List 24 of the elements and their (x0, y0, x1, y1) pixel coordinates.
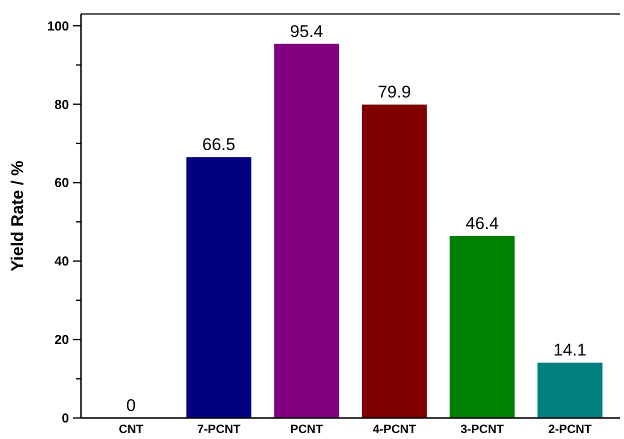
data-label: 14.1 (553, 340, 587, 360)
x-tick-label: 2-PCNT (548, 422, 592, 436)
bar (450, 236, 515, 418)
bar (362, 104, 427, 418)
data-label: 79.9 (378, 82, 411, 102)
y-axis-title: Yield Rate / % (8, 160, 27, 272)
data-label: 66.5 (202, 135, 236, 154)
y-tick-label: 0 (62, 410, 69, 426)
y-tick-label: 60 (54, 175, 69, 190)
bar (274, 44, 340, 418)
x-tick-label: 7-PCNT (197, 422, 242, 436)
data-label: 46.4 (466, 214, 499, 234)
y-tick-label: 20 (54, 332, 69, 348)
y-tick-label: 100 (47, 18, 69, 34)
bar (186, 157, 252, 418)
data-label: 95.4 (290, 22, 324, 41)
x-tick-label: PCNT (290, 422, 324, 436)
x-tick-label: 3-PCNT (460, 422, 505, 436)
y-tick-label: 80 (54, 96, 69, 112)
data-label: 0 (126, 396, 136, 415)
x-tick-label: CNT (118, 422, 144, 436)
y-tick-label: 40 (54, 254, 69, 269)
x-tick-label: 4-PCNT (372, 422, 417, 436)
bar (537, 362, 602, 418)
